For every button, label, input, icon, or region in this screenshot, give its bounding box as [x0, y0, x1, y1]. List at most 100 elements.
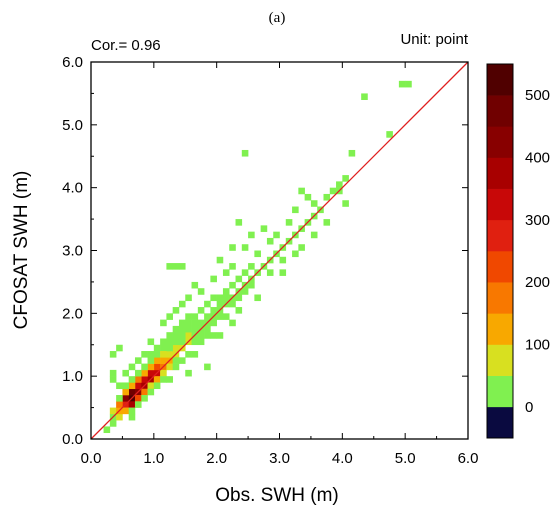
- heatmap-cell: [128, 388, 136, 396]
- heatmap-cell: [178, 300, 186, 308]
- heatmap-cell: [191, 281, 199, 289]
- heatmap-cell: [342, 175, 349, 182]
- heatmap-cell: [229, 244, 236, 251]
- heatmap-cell: [172, 344, 180, 352]
- heatmap-cell: [134, 357, 142, 364]
- heatmap-cell: [147, 338, 155, 346]
- colorbar-border: [486, 63, 514, 439]
- x-axis: 0.0 1.0 2.0 3.0 4.0 5.0 6.0: [81, 62, 479, 467]
- colorbar-swatch: [487, 375, 513, 408]
- heatmap-cell: [160, 369, 167, 377]
- heatmap-cell: [109, 351, 117, 358]
- heatmap-cell: [166, 338, 173, 346]
- heatmap-cell: [185, 332, 192, 339]
- heatmap-cell: [235, 294, 243, 302]
- heatmap-cell: [310, 200, 318, 207]
- colorbar-label: 300: [525, 212, 550, 229]
- heatmap-cell: [160, 376, 167, 383]
- heatmap-cell: [292, 250, 299, 258]
- colorbar-swatch: [487, 219, 513, 252]
- heatmap-cell: [141, 351, 148, 358]
- heatmap-cell: [235, 307, 243, 314]
- heatmap-cell: [160, 357, 167, 364]
- heatmap-cell: [172, 338, 180, 346]
- colorbar-swatch: [487, 64, 513, 96]
- heatmap-cell: [191, 313, 199, 320]
- heatmap-cell: [116, 395, 123, 402]
- heatmap-cell: [266, 269, 274, 276]
- y-axis: 0.0 1.0 2.0 3.0 4.0 5.0 6.0: [62, 54, 468, 448]
- x-tick-label: 1.0: [143, 450, 164, 467]
- heatmap-cell: [116, 401, 123, 408]
- heatmap-cell: [141, 369, 148, 377]
- heatmap-cell: [128, 363, 136, 371]
- one-to-one-line: [90, 61, 469, 440]
- heatmap-cell: [185, 313, 192, 320]
- heatmap-cell: [204, 300, 211, 308]
- heatmap-cell: [160, 351, 167, 358]
- heatmap-cell: [235, 219, 243, 226]
- heatmap-cell: [134, 376, 142, 383]
- x-tick-label: 3.0: [269, 450, 290, 467]
- heatmap-cell: [153, 363, 161, 371]
- heatmap-cell: [222, 313, 230, 320]
- heatmap-cell: [153, 357, 161, 364]
- heatmap-cell: [285, 219, 293, 226]
- heatmap-cell: [185, 369, 192, 377]
- heatmap-cell: [141, 363, 148, 371]
- heatmap-cell: [248, 263, 255, 270]
- heatmap-cell: [241, 149, 249, 157]
- heatmap-cell: [160, 344, 167, 352]
- heatmap-cell: [147, 369, 155, 377]
- heatmap-cell: [128, 382, 136, 390]
- heatmap-cell: [310, 231, 318, 239]
- heatmap-cell: [103, 426, 111, 434]
- heatmap-cell: [109, 376, 117, 383]
- heatmap-cell: [216, 294, 224, 302]
- heatmap-cell: [323, 219, 331, 226]
- x-tick-label: 6.0: [458, 450, 479, 467]
- heatmap-cell: [122, 382, 129, 390]
- heatmap-cell: [229, 319, 236, 327]
- heatmap-cell: [153, 351, 161, 358]
- heatmap-cell: [172, 325, 180, 333]
- heatmap-cell: [210, 332, 217, 339]
- y-tick-label: 1.0: [62, 368, 83, 385]
- x-tick-label: 2.0: [206, 450, 227, 467]
- heatmap-cell: [248, 281, 255, 289]
- heatmap-cell: [141, 395, 148, 402]
- heatmap-cell: [166, 332, 173, 339]
- heatmap-cell: [323, 193, 331, 201]
- heatmap-cell: [241, 269, 249, 276]
- heatmap-cell: [348, 149, 356, 157]
- heatmap-cell: [122, 369, 129, 377]
- heatmap-cell: [160, 319, 167, 327]
- heatmap-cell: [191, 338, 199, 346]
- heatmap-cell: [178, 332, 186, 339]
- heatmap-cell: [191, 325, 199, 333]
- colorbar-swatch: [487, 95, 513, 127]
- y-tick-label: 3.0: [62, 243, 83, 260]
- heatmap-cell: [204, 363, 211, 371]
- heatmap-cell: [185, 294, 192, 302]
- heatmap-cell: [197, 319, 205, 327]
- colorbar-swatch: [487, 406, 513, 439]
- heatmap-cell: [172, 307, 180, 314]
- heatmap-cell: [128, 401, 136, 408]
- heatmap-cell: [260, 225, 268, 232]
- heatmap-cell: [204, 313, 211, 320]
- heatmap-cell: [153, 344, 161, 352]
- heatmap-cell: [116, 413, 123, 421]
- heatmap-cell: [128, 376, 136, 383]
- heatmap-cell: [229, 263, 236, 270]
- heatmap-cell: [292, 206, 299, 214]
- colorbar-label: 100: [525, 337, 550, 354]
- heatmap-cell: [222, 269, 230, 276]
- heatmap-cell: [222, 294, 230, 302]
- heatmap-cell: [172, 263, 180, 270]
- heatmap-cell: [266, 237, 274, 245]
- colorbar-swatch: [487, 251, 513, 283]
- heatmap-cell: [166, 376, 173, 383]
- colorbar-label: 500: [525, 87, 550, 104]
- heatmap-cell: [116, 344, 123, 352]
